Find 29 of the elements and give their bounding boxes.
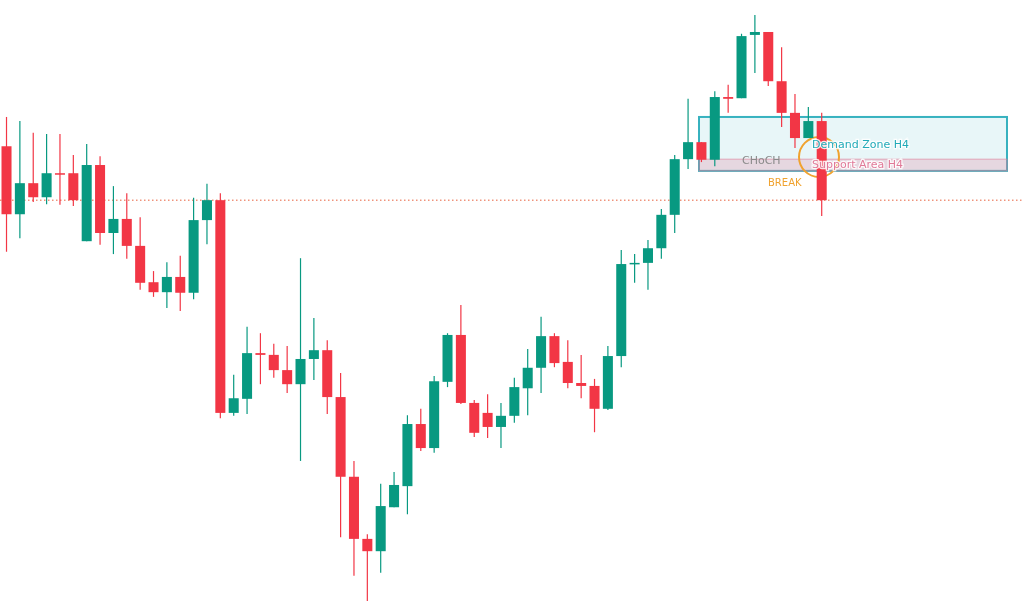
candlestick (749, 14, 760, 74)
candlestick (589, 378, 600, 433)
candlestick (108, 185, 119, 255)
candlestick (576, 354, 587, 399)
candlestick (362, 533, 373, 602)
candlestick (148, 270, 159, 298)
candlestick (696, 141, 707, 163)
candlestick (308, 317, 319, 381)
candlestick (161, 261, 172, 309)
candlestick (54, 133, 65, 206)
candlestick (803, 106, 814, 139)
candlestick (522, 348, 533, 416)
candlestick (495, 402, 506, 449)
candlestick (268, 343, 279, 379)
candlestick (562, 339, 573, 389)
candlestick (255, 332, 266, 385)
candlestick (723, 84, 734, 114)
candlestick (295, 257, 306, 462)
annotation: BREAK (768, 177, 802, 188)
candlestick (28, 132, 39, 203)
candlestick (282, 345, 293, 394)
candlestick (683, 98, 694, 170)
annotation: CHoCH (742, 154, 781, 167)
candlestick (175, 255, 186, 312)
candlestick (228, 374, 239, 417)
candlestick (482, 393, 493, 439)
candlestick (389, 471, 400, 508)
candlestick (201, 183, 212, 245)
candlestick (642, 239, 653, 291)
